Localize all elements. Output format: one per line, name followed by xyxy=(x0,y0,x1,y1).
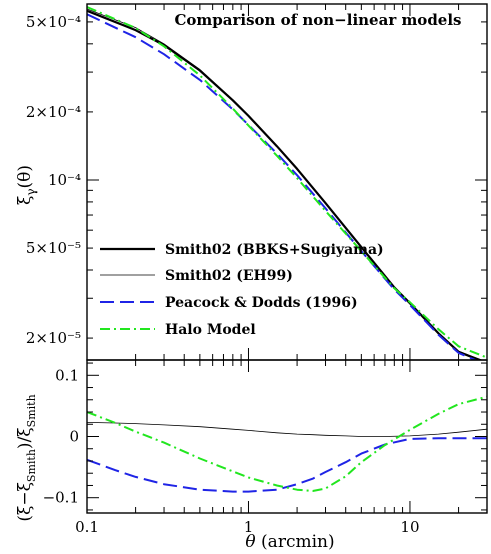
svg-text:θ (arcmin): θ (arcmin) xyxy=(245,532,334,552)
x-axis-label: θ (arcmin) xyxy=(245,532,334,552)
main-series-line-4 xyxy=(87,6,487,359)
main-panel: 5×10⁻⁴ 2×10⁻⁴ 10⁻⁴ 5×10⁻⁵ 2×10⁻⁵ Smith02 (BBK… xyxy=(26,3,488,361)
residual-series-line-3 xyxy=(87,395,487,492)
main-series-group xyxy=(87,6,487,360)
residual-y-tick-label-2: 0 xyxy=(69,428,79,446)
residual-ylabel-sub1: Smith xyxy=(25,449,38,482)
main-y-tick-label-3: 10⁻⁴ xyxy=(48,171,81,189)
residual-panel: 0.1 0 −0.1 0.1 1 10 xyxy=(43,359,488,536)
legend-label-3: Peacock & Dodds (1996) xyxy=(165,295,358,311)
main-y-tick-label-1: 5×10⁻⁴ xyxy=(26,13,81,31)
main-series-line-3 xyxy=(87,13,478,360)
main-series-line-2 xyxy=(87,8,484,360)
xlabel-symbol: θ xyxy=(245,532,255,552)
residual-ylabel-part2: )/ξ xyxy=(15,427,35,449)
residual-y-tick-label-3: −0.1 xyxy=(43,489,79,507)
residual-y-tick-label-1: 0.1 xyxy=(55,366,79,384)
legend-label-4: Halo Model xyxy=(165,322,256,338)
svg-text:ξγ(θ): ξγ(θ) xyxy=(15,165,38,205)
residual-series-line-2 xyxy=(87,437,487,493)
xlabel-unit: (arcmin) xyxy=(261,532,335,552)
residual-series-group xyxy=(87,395,487,493)
residual-ylabel-part1: (ξ−ξ xyxy=(15,482,35,522)
svg-text:(ξ−ξSmith)/ξSmith: (ξ−ξSmith)/ξSmith xyxy=(15,394,38,521)
main-y-tick-label-5: 2×10⁻⁵ xyxy=(26,329,81,347)
main-y-tick-label-4: 5×10⁻⁵ xyxy=(26,239,81,257)
legend-label-2: Smith02 (EH99) xyxy=(165,268,293,284)
main-y-axis-label: ξγ(θ) xyxy=(15,165,38,205)
main-ylabel-subscript: γ xyxy=(24,188,38,195)
main-ylabel-argument: (θ) xyxy=(15,165,35,189)
residual-y-axis-label: (ξ−ξSmith)/ξSmith xyxy=(15,394,38,521)
residual-ylabel-sub2: Smith xyxy=(25,394,38,427)
chart-title: Comparison of non−linear models xyxy=(174,11,461,29)
main-ylabel-symbol: ξ xyxy=(15,196,35,205)
x-tick-label-2: 1 xyxy=(244,518,254,536)
residual-series-line-1 xyxy=(87,422,487,437)
x-tick-label-3: 10 xyxy=(400,518,419,536)
main-y-tick-label-2: 2×10⁻⁴ xyxy=(26,103,81,121)
legend-label-1: Smith02 (BBKS+Sugiyama) xyxy=(165,242,384,258)
x-tick-label-1: 0.1 xyxy=(75,518,99,536)
